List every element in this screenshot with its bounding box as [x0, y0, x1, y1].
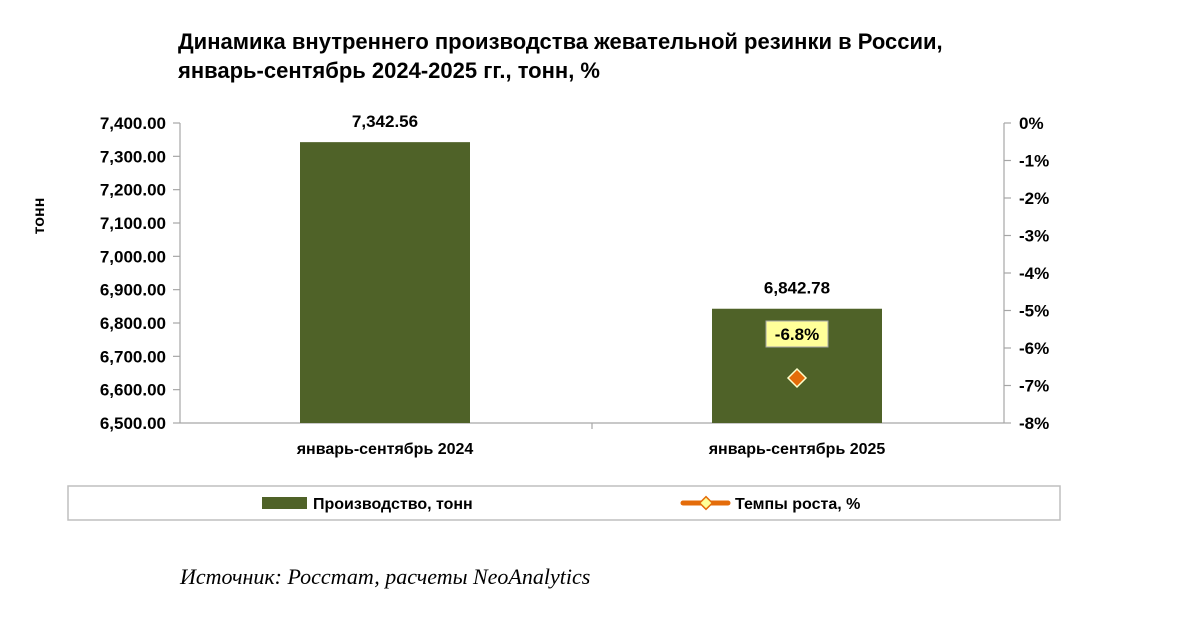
left-tick-label: 6,800.00	[100, 314, 166, 333]
left-axis-ticks: 7,400.00 7,300.00 7,200.00 7,100.00 7,000.00…	[100, 114, 180, 433]
left-tick-label: 7,200.00	[100, 181, 166, 200]
legend-label-growth: Темпы роста, %	[735, 496, 860, 513]
left-tick-label: 6,900.00	[100, 281, 166, 300]
right-axis-ticks: 0% -1% -2% -3% -4% -5% -6% -7% -8%	[1004, 114, 1049, 433]
y-axis-label: тонн	[31, 198, 48, 235]
left-tick-label: 6,500.00	[100, 414, 166, 433]
source-note: Источник: Росстат, расчеты NeoAnalytics	[179, 564, 590, 589]
legend-swatch-production	[262, 497, 307, 509]
category-label: январь-сентябрь 2024	[296, 441, 474, 458]
growth-value-label: -6.8%	[775, 325, 819, 344]
right-tick-label: -4%	[1019, 264, 1049, 283]
right-tick-label: -8%	[1019, 414, 1049, 433]
bar-data-labels: 7,342.56 6,842.78	[352, 112, 830, 298]
legend-marker-growth	[698, 495, 714, 511]
right-tick-label: -2%	[1019, 189, 1049, 208]
right-tick-label: -7%	[1019, 377, 1049, 396]
right-tick-label: 0%	[1019, 114, 1044, 133]
chart-subtitle: январь-сентябрь 2024-2025 гг., тонн, %	[177, 58, 600, 83]
legend-box	[67, 485, 1061, 521]
left-tick-label: 7,300.00	[100, 147, 166, 166]
growth-series: -6.8%	[765, 320, 829, 389]
bar	[300, 142, 470, 423]
left-tick-label: 7,000.00	[100, 247, 166, 266]
left-tick-label: 7,100.00	[100, 214, 166, 233]
right-tick-label: -6%	[1019, 339, 1049, 358]
growth-label-box	[765, 320, 829, 348]
growth-point	[786, 367, 808, 389]
left-tick-label: 6,600.00	[100, 381, 166, 400]
category-labels: январь-сентябрь 2024 январь-сентябрь 2025	[296, 441, 886, 458]
bar-value-label: 6,842.78	[764, 279, 830, 298]
right-tick-label: -3%	[1019, 227, 1049, 246]
right-tick-label: -5%	[1019, 302, 1049, 321]
right-tick-label: -1%	[1019, 152, 1049, 171]
left-tick-label: 7,400.00	[100, 114, 166, 133]
bar-series	[300, 142, 882, 423]
left-tick-label: 6,700.00	[100, 347, 166, 366]
category-label: январь-сентябрь 2025	[708, 441, 886, 458]
bar-value-label: 7,342.56	[352, 112, 418, 131]
chart-title: Динамика внутреннего производства жевате…	[178, 29, 943, 54]
legend-label-production: Производство, тонн	[313, 496, 473, 513]
